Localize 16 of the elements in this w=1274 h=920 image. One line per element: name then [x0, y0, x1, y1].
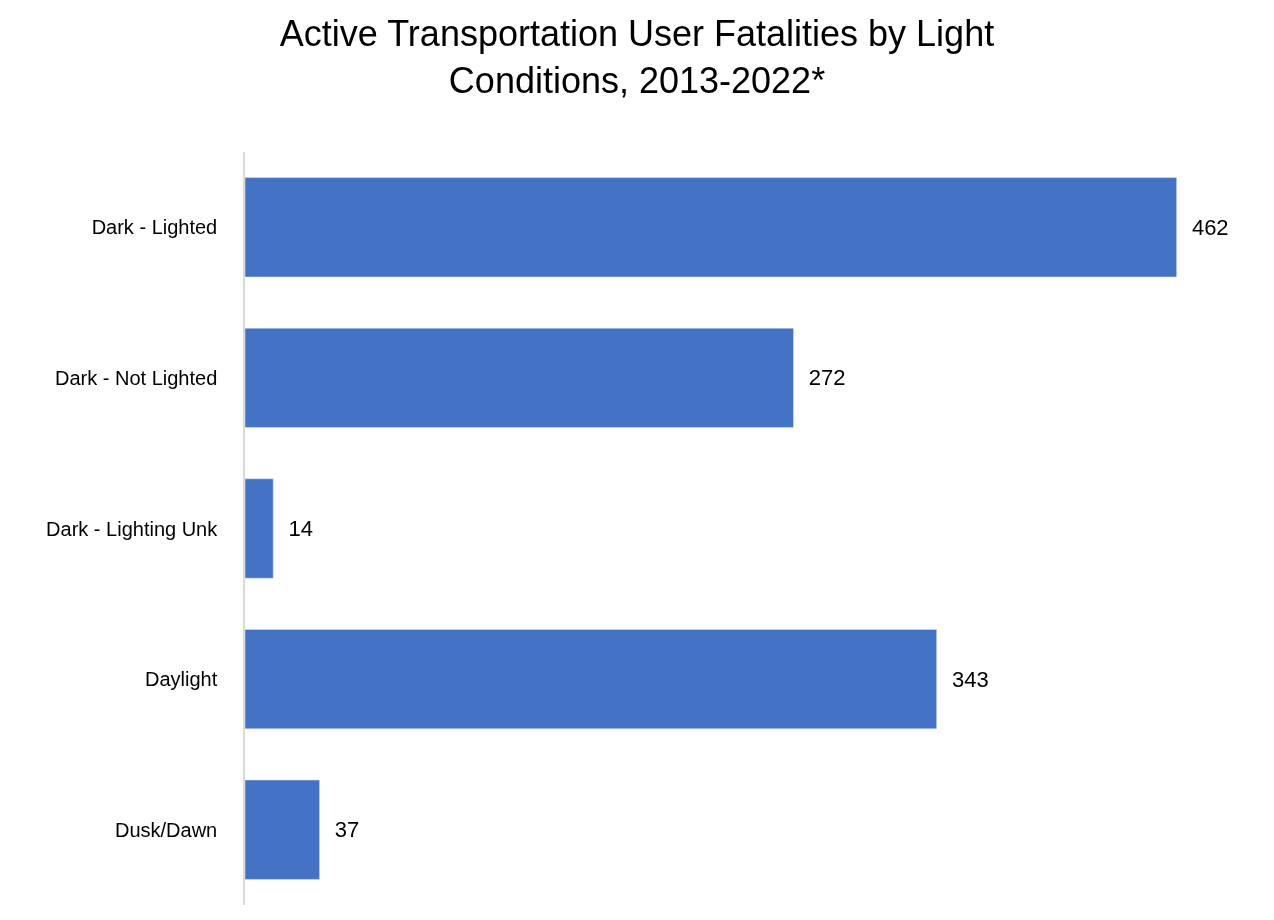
data-label: 462	[1179, 214, 1229, 240]
y-tick-label: Daylight	[144, 668, 218, 691]
y-tick-label: Dusk/Dawn	[114, 818, 218, 841]
data-label: 37	[322, 817, 360, 843]
bar	[245, 779, 320, 880]
data-label: 14	[276, 516, 313, 541]
bar	[245, 327, 794, 428]
chart-title: Active Transportation User Fatalities by Light Conditions, 2013-2022*	[279, 13, 995, 101]
y-tick-label: Dark - Lighted	[91, 216, 218, 239]
y-tick-label: Dark - Not Lighted	[54, 366, 218, 389]
data-label: 343	[939, 666, 989, 692]
bar	[245, 177, 1177, 278]
data-label: 272	[796, 365, 846, 391]
y-tick-label: Dark - Lighting Unk	[46, 517, 219, 540]
bar	[245, 629, 937, 730]
bar	[245, 478, 274, 579]
